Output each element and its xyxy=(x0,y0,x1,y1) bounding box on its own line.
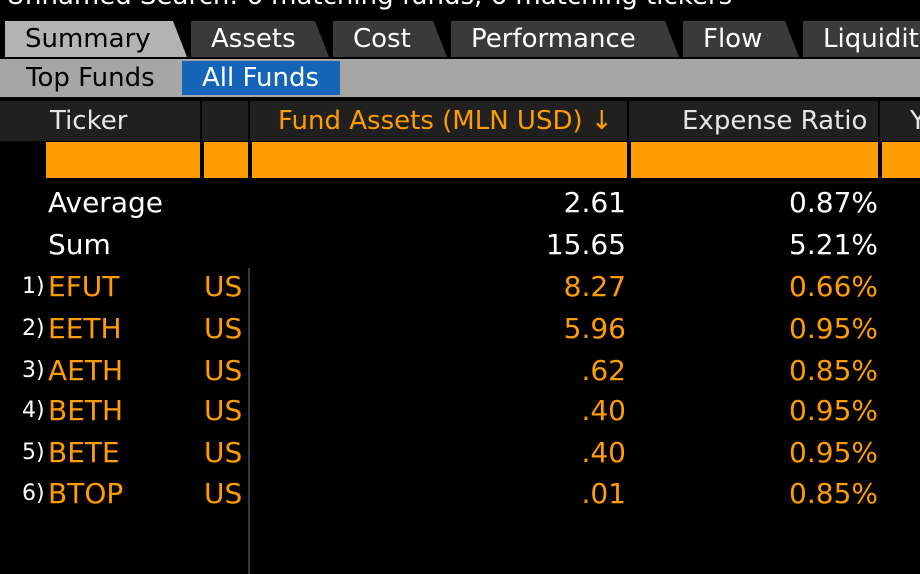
row-index: 3) xyxy=(22,358,45,383)
summary-row-sum: Sum 15.65 5.21% xyxy=(0,224,920,266)
tab-performance[interactable]: Performance xyxy=(451,21,679,57)
row-expense-ratio: 0.95% xyxy=(789,394,878,427)
summary-label: Average xyxy=(48,186,163,219)
column-header-ticker[interactable]: Ticker xyxy=(50,106,128,136)
column-divider xyxy=(627,101,629,141)
filter-input-next[interactable] xyxy=(882,142,920,178)
row-ticker[interactable]: BTOP xyxy=(48,477,124,510)
row-exchange: US xyxy=(204,270,243,303)
table-row[interactable]: 3) AETH US .62 0.85% xyxy=(0,350,920,392)
table-row[interactable]: 5) BETE US .40 0.95% xyxy=(0,432,920,474)
row-expense-ratio: 0.85% xyxy=(789,354,878,387)
summary-expense-ratio: 0.87% xyxy=(789,186,878,219)
row-ticker[interactable]: EFUT xyxy=(48,270,120,303)
table-row[interactable]: 4) BETH US .40 0.95% xyxy=(0,390,920,432)
row-exchange: US xyxy=(204,436,243,469)
row-expense-ratio: 0.95% xyxy=(789,436,878,469)
tab-flow[interactable]: Flow xyxy=(683,21,799,57)
filter-input-fund-assets[interactable] xyxy=(252,142,627,178)
row-expense-ratio: 0.85% xyxy=(789,477,878,510)
column-divider xyxy=(878,101,880,141)
row-fund-assets: .01 xyxy=(581,477,626,510)
row-expense-ratio: 0.66% xyxy=(789,270,878,303)
tab-liquidity[interactable]: Liquidity xyxy=(803,21,920,57)
column-header-next[interactable]: Y xyxy=(910,106,920,136)
summary-fund-assets: 15.65 xyxy=(545,228,626,261)
row-index: 6) xyxy=(22,481,45,506)
row-index: 5) xyxy=(22,440,45,465)
row-exchange: US xyxy=(204,477,243,510)
column-header-expense-ratio[interactable]: Expense Ratio xyxy=(682,106,868,136)
row-fund-assets: 8.27 xyxy=(563,270,626,303)
row-fund-assets: .40 xyxy=(581,394,626,427)
row-fund-assets: 5.96 xyxy=(563,312,626,345)
row-index: 2) xyxy=(22,316,45,341)
column-header-fund-assets[interactable]: Fund Assets (MLN USD) ↓ xyxy=(278,101,613,141)
row-exchange: US xyxy=(204,394,243,427)
table-row[interactable]: 2) EETH US 5.96 0.95% xyxy=(0,308,920,350)
table-row[interactable]: 6) BTOP US .01 0.85% xyxy=(0,473,920,515)
table-header: Ticker Fund Assets (MLN USD) ↓ Expense R… xyxy=(0,101,920,141)
subtab-top-funds[interactable]: Top Funds xyxy=(26,63,155,93)
summary-row-average: Average 2.61 0.87% xyxy=(0,182,920,224)
column-header-fund-assets-label: Fund Assets (MLN USD) xyxy=(278,106,583,136)
filter-input-exchange[interactable] xyxy=(204,142,248,178)
row-exchange: US xyxy=(204,312,243,345)
window-title: Unnamed Search: 6 matching funds, 6 matc… xyxy=(0,0,920,11)
tab-assets[interactable]: Assets xyxy=(191,21,329,57)
subtab-all-funds[interactable]: All Funds xyxy=(182,61,340,95)
summary-label: Sum xyxy=(48,228,111,261)
summary-fund-assets: 2.61 xyxy=(563,186,626,219)
row-ticker[interactable]: BETH xyxy=(48,394,124,427)
summary-expense-ratio: 5.21% xyxy=(789,228,878,261)
column-divider xyxy=(200,101,202,141)
row-fund-assets: .40 xyxy=(581,436,626,469)
filter-input-ticker[interactable] xyxy=(46,142,200,178)
row-index: 1) xyxy=(22,274,45,299)
tab-bar: Summary Assets Cost Performance Flow Liq… xyxy=(0,17,920,57)
subtab-bar: Top Funds All Funds xyxy=(0,59,920,97)
row-fund-assets: .62 xyxy=(581,354,626,387)
table-row[interactable]: 1) EFUT US 8.27 0.66% xyxy=(0,266,920,308)
tab-summary[interactable]: Summary xyxy=(5,21,187,57)
row-index: 4) xyxy=(22,398,45,423)
tab-cost[interactable]: Cost xyxy=(333,21,447,57)
row-ticker[interactable]: BETE xyxy=(48,436,120,469)
row-exchange: US xyxy=(204,354,243,387)
row-expense-ratio: 0.95% xyxy=(789,312,878,345)
row-ticker[interactable]: EETH xyxy=(48,312,122,345)
sort-descending-icon: ↓ xyxy=(590,106,613,136)
filter-row xyxy=(0,141,920,179)
column-divider xyxy=(248,101,250,141)
column-divider xyxy=(248,268,250,574)
filter-input-expense-ratio[interactable] xyxy=(631,142,878,178)
row-ticker[interactable]: AETH xyxy=(48,354,124,387)
